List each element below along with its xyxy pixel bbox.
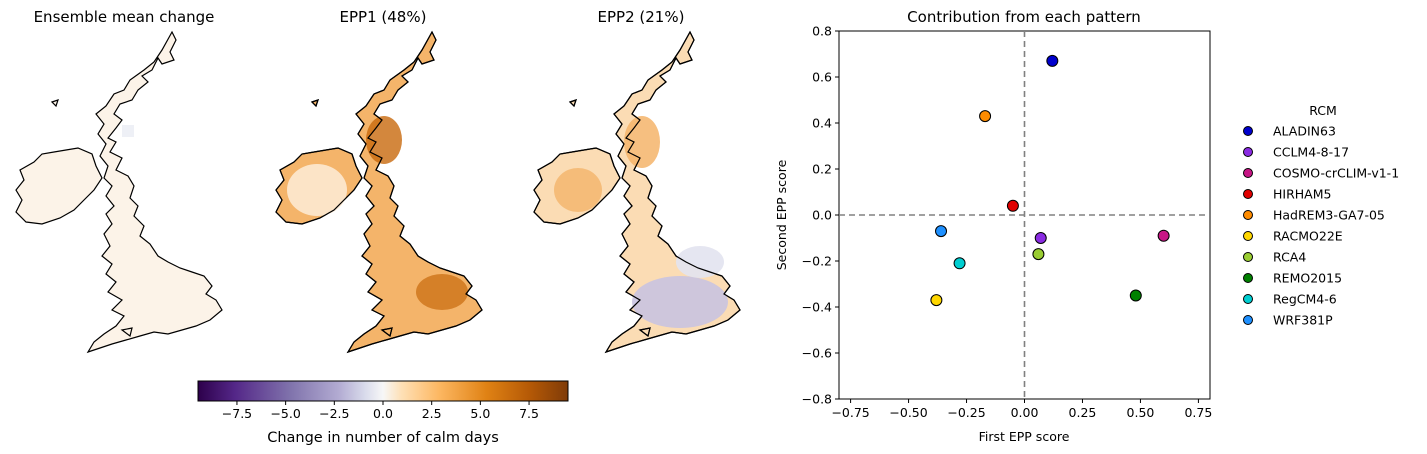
y-tick-label: 0.0 [812,208,832,223]
scatter-point-rca4 [1032,248,1045,261]
colorbar-tick-label: 0.0 [373,406,393,421]
high-change-region [416,274,468,310]
legend-label: ALADIN63 [1273,124,1336,139]
uk-ireland-map [533,31,741,353]
map-title-ensemble-mean: Ensemble mean change [34,8,215,26]
scatter-point-remo2015 [1129,289,1142,302]
map-title-epp2: EPP2 (21%) [598,8,685,26]
positive-region [624,116,660,168]
scatter-points [930,54,1170,307]
y-tick-label: 0.2 [812,162,832,177]
scatter-point-cosmo-crclim-v1-1 [1157,229,1170,242]
legend-label: CCLM4-8-17 [1273,145,1349,160]
negative-region [676,246,724,278]
legend-marker [1243,231,1253,241]
map-panel-epp2: EPP2 (21%) [533,8,741,353]
colorbar-ticks: −7.5 −5.0 −2.5 0.0 2.5 5.0 7.5 [222,401,539,421]
y-axis-ticks: 0.8 0.6 0.4 0.2 0.0 −0.2 −0.4 −0.6 −0.8 [802,24,839,407]
legend-marker [1243,273,1253,283]
y-tick-label: 0.8 [812,24,832,39]
legend-marker [1243,210,1253,220]
map-panel-ensemble-mean: Ensemble mean change [15,8,223,353]
positive-region [554,168,602,212]
x-tick-label: 0.00 [1011,405,1039,420]
negative-region [632,276,728,328]
y-tick-label: −0.6 [802,346,832,361]
scatter-point-hadrem3-ga7-05 [979,110,992,123]
scatter-point-hirham5 [1006,199,1019,212]
uk-ireland-map [275,31,483,353]
x-axis-ticks: −0.75 −0.50 −0.25 0.00 0.25 0.50 0.75 [831,399,1212,420]
scatter-point-cclm4-8-17 [1034,232,1047,244]
legend-label: RACMO22E [1273,229,1343,244]
legend-marker [1243,252,1253,262]
uk-ireland-map [15,31,223,353]
legend-title: RCM [1309,103,1337,118]
colorbar-tick-label: −2.5 [319,406,349,421]
legend-marker [1243,294,1253,304]
reference-lines [839,31,1210,399]
high-change-region [366,116,402,164]
legend-label: COSMO-crCLIM-v1-1 [1273,166,1399,181]
colorbar-tick-label: −5.0 [270,406,300,421]
y-tick-label: 0.6 [812,70,832,85]
legend-label: RCA4 [1273,250,1306,265]
scatter-title: Contribution from each pattern [907,8,1141,26]
scatter-point-aladin63 [1046,54,1059,67]
legend-marker [1243,168,1253,178]
x-tick-label: 0.50 [1127,405,1155,420]
scatter-point-regcm4-6 [953,257,966,270]
scatter-point-racmo22e [930,294,943,307]
x-tick-label: 0.25 [1069,405,1097,420]
colorbar: −7.5 −5.0 −2.5 0.0 2.5 5.0 7.5 Change in numbe… [197,380,569,446]
y-tick-label: −0.4 [802,300,832,315]
legend-label: RegCM4-6 [1273,292,1337,307]
scatter-point-wrf381p [935,225,948,238]
colorbar-label: Change in number of calm days [267,430,499,446]
colorbar-tick-label: 5.0 [470,406,490,421]
x-axis-label: First EPP score [979,429,1070,444]
near-zero-cell [122,125,134,137]
y-tick-label: 0.4 [812,116,832,131]
legend-marker [1243,147,1253,157]
colorbar-tick-label: 2.5 [422,406,442,421]
legend-label: HadREM3-GA7-05 [1273,208,1385,223]
legend-label: REMO2015 [1273,271,1342,286]
map-title-epp1: EPP1 (48%) [340,8,427,26]
map-panel-epp1: EPP1 (48%) [275,8,483,353]
legend-label: WRF381P [1273,313,1333,328]
legend-items: ALADIN63 CCLM4-8-17 COSMO-crCLIM-v1-1 HIRHA… [1243,124,1399,328]
legend-marker [1243,315,1253,325]
y-axis-label: Second EPP score [774,159,789,270]
legend-label: HIRHAM5 [1273,187,1331,202]
colorbar-gradient [197,380,569,402]
x-tick-label: −0.25 [947,405,985,420]
y-tick-label: −0.2 [802,254,832,269]
low-change-region [287,164,347,216]
legend-marker [1243,126,1253,136]
x-tick-label: 0.75 [1184,405,1212,420]
scatter-panel: Contribution from each pattern −0.75 −0.5… [774,8,1212,444]
y-tick-label: −0.8 [802,392,832,407]
legend-marker [1243,189,1253,199]
colorbar-tick-label: −7.5 [222,406,252,421]
x-tick-label: −0.50 [889,405,927,420]
x-tick-label: −0.75 [831,405,869,420]
colorbar-tick-label: 7.5 [519,406,539,421]
legend: RCM ALADIN63 CCLM4-8-17 COSMO-crCLIM-v1-1 H… [1243,103,1399,328]
